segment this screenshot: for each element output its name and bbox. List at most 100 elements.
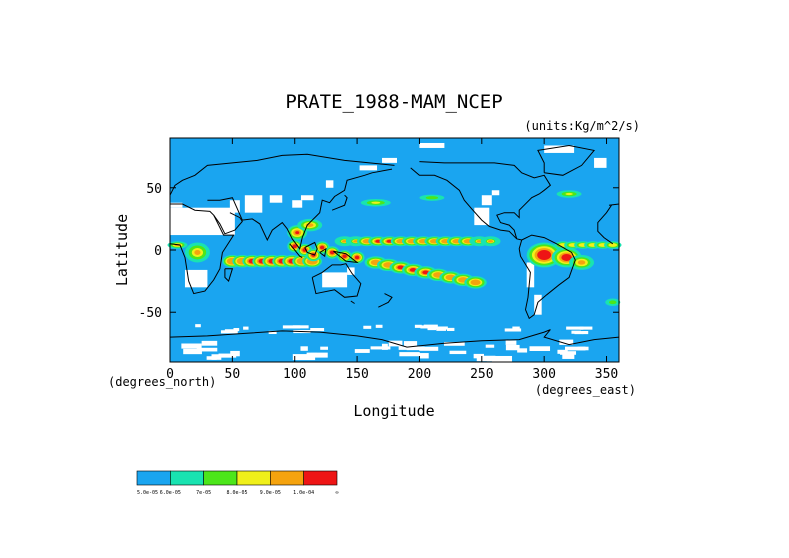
precip-cell (561, 253, 572, 261)
coastline (304, 241, 318, 256)
y-axis-label: Latitude (113, 214, 131, 286)
missing-cell (485, 344, 495, 348)
coastlines (169, 144, 620, 348)
legend-swatch (270, 470, 304, 486)
missing-cell (419, 142, 445, 148)
coastline (169, 203, 235, 295)
coastline (350, 300, 355, 304)
coastline (331, 194, 348, 211)
legend-label: 7e-05 (196, 490, 211, 496)
coastline (333, 250, 359, 264)
missing-cell (359, 165, 378, 171)
x-tick-label: 200 (408, 367, 431, 382)
missing-cell (310, 328, 325, 332)
y-tick-label: 0 (154, 244, 162, 259)
missing-cell (196, 347, 218, 352)
missing-cell (534, 294, 542, 315)
missing-cell (433, 326, 448, 330)
missing-cell (292, 354, 316, 361)
missing-cell (170, 207, 235, 236)
coastline (169, 153, 395, 196)
missing-cell (269, 195, 283, 203)
missing-cell (474, 207, 490, 226)
precip-cell (565, 192, 573, 196)
coastline (213, 212, 243, 235)
missing-cell (443, 341, 465, 346)
missing-cell (562, 353, 575, 359)
missing-cell (418, 353, 429, 359)
x-tick-label: 150 (345, 367, 368, 382)
missing-cell (582, 330, 589, 335)
missing-cell (403, 341, 418, 347)
precip-cell (295, 231, 300, 235)
coastline (597, 204, 614, 245)
coastline (608, 203, 620, 206)
legend-label: ∞ (335, 490, 338, 496)
missing-cell (481, 195, 492, 206)
missing-cell (218, 353, 237, 358)
precip-cell (470, 279, 481, 286)
missing-cell (564, 346, 586, 351)
legend-label: 1.0e-04 (293, 490, 314, 496)
missing-cell (491, 355, 513, 362)
coastline (410, 167, 522, 241)
precip-cell (354, 255, 360, 260)
missing-cell (504, 328, 522, 332)
missing-cell (370, 346, 391, 350)
x-tick-label: 300 (532, 367, 555, 382)
missing-cell (195, 324, 201, 328)
missing-cell (375, 324, 383, 328)
legend-label: 9.0e-05 (260, 490, 281, 496)
y-axis: 50 0 -50 (139, 182, 619, 321)
missing-cell (382, 157, 397, 163)
missing-cell (505, 344, 520, 351)
y-tick-label: 50 (146, 182, 162, 197)
missing-cell (206, 356, 217, 360)
legend-swatch (236, 470, 271, 486)
legend-label: 8.0e-05 (226, 490, 247, 496)
coastline (289, 243, 303, 258)
precip-cell (537, 250, 552, 260)
coastline (518, 234, 576, 320)
missing-cell (491, 190, 500, 196)
missing-cell (399, 352, 420, 357)
color-legend: 5.0e-05 6.0e-05 7e-05 8.0e-05 9.0e-05 1.0e-04… (136, 470, 339, 496)
missing-cell (363, 325, 372, 329)
missing-cell (224, 329, 238, 333)
missing-cell (566, 326, 584, 330)
missing-data-cells (170, 142, 607, 362)
plot-area (167, 137, 622, 363)
missing-cell (300, 346, 308, 351)
missing-cell (512, 326, 520, 330)
units-label: (units:Kg/m^2/s) (524, 119, 640, 133)
precip-cell (319, 245, 325, 250)
coastline (169, 329, 620, 348)
legend-label: 6.0e-05 (160, 490, 181, 496)
missing-cell (292, 325, 309, 329)
missing-cell (292, 200, 303, 208)
x-tick-label: 50 (225, 367, 241, 382)
x-tick-label: 100 (283, 367, 306, 382)
x-axis: 0 50 100 150 200 250 300 350 (166, 138, 618, 382)
missing-cell (423, 324, 438, 328)
missing-cell (184, 269, 208, 288)
missing-cell (300, 195, 314, 201)
coastline (419, 161, 552, 239)
missing-cell (320, 346, 328, 350)
missing-cell (544, 145, 575, 153)
missing-cell (559, 339, 574, 345)
legend-label: 5.0e-05 (137, 490, 158, 496)
y-units-label: (degrees_north) (108, 375, 216, 389)
missing-cell (311, 352, 317, 358)
missing-cell (560, 351, 577, 355)
x-tick-label: 0 (166, 367, 174, 382)
precip-cell (371, 201, 381, 204)
missing-cell (571, 330, 581, 334)
missing-cell (414, 324, 422, 328)
x-tick-label: 350 (595, 367, 618, 382)
coastline (378, 293, 393, 308)
missing-cell (505, 340, 517, 345)
missing-cell (201, 340, 218, 346)
x-tick-label: 250 (470, 367, 493, 382)
